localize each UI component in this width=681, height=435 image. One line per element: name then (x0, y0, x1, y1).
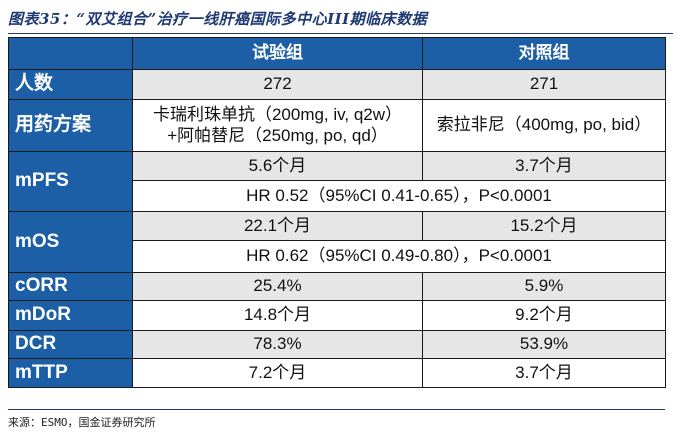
row-label-mpfs: mPFS (8, 151, 133, 212)
source-divider (8, 409, 665, 410)
cell-regimen-ctrl: 索拉非尼（400mg, po, bid） (422, 99, 666, 152)
row-label-mttp: mTTP (8, 358, 133, 388)
cell-mpfs-exp: 5.6个月 (132, 151, 423, 181)
header-corner (8, 37, 133, 70)
header-control: 对照组 (422, 37, 666, 70)
title-divider (8, 33, 673, 34)
regimen-exp-line1: 卡瑞利珠单抗（200mg, iv, q2w） (152, 105, 403, 125)
row-mos: mOS 22.1个月 15.2个月 (8, 211, 666, 273)
row-mpfs: mPFS 5.6个月 3.7个月 (8, 151, 666, 212)
row-mos-hr: HR 0.62（95%CI 0.49-0.80），P<0.0001 (9, 240, 666, 273)
cell-regimen-exp: 卡瑞利珠单抗（200mg, iv, q2w） +阿帕替尼（250mg, po, … (132, 99, 423, 152)
cell-corr-exp: 25.4% (132, 272, 423, 301)
row-label-dcr: DCR (8, 330, 133, 359)
cell-mdor-ctrl: 9.2个月 (422, 300, 666, 331)
row-regimen: 用药方案 卡瑞利珠单抗（200mg, iv, q2w） +阿帕替尼（250mg,… (8, 99, 666, 152)
figure-title: 图表35：“双艾组合”治疗一线肝癌国际多中心III期临床数据 (8, 10, 428, 28)
cell-mos-ctrl: 15.2个月 (422, 211, 666, 241)
row-label-mdor: mDoR (8, 300, 133, 331)
source-note: 来源：ESMO，国金证券研究所 (8, 416, 156, 429)
row-n: 人数 272 271 (8, 69, 666, 100)
cell-mos-exp: 22.1个月 (132, 211, 423, 241)
cell-dcr-exp: 78.3% (132, 330, 423, 359)
header-row: 试验组 对照组 (8, 37, 666, 70)
row-mpfs-hr: HR 0.52（95%CI 0.41-0.65），P<0.0001 (9, 180, 666, 212)
row-corr: cORR 25.4% 5.9% (8, 272, 666, 301)
row-mdor: mDoR 14.8个月 9.2个月 (8, 300, 666, 331)
header-experimental: 试验组 (132, 37, 423, 70)
cell-mttp-ctrl: 3.7个月 (422, 358, 666, 388)
cell-mos-hr: HR 0.62（95%CI 0.49-0.80），P<0.0001 (132, 240, 666, 273)
row-label-regimen: 用药方案 (8, 99, 133, 152)
row-label-corr: cORR (8, 272, 133, 301)
row-mttp: mTTP 7.2个月 3.7个月 (8, 358, 666, 388)
row-dcr: DCR 78.3% 53.9% (8, 330, 666, 359)
row-label-n: 人数 (8, 69, 133, 100)
row-label-mos: mOS (8, 211, 133, 273)
cell-n-ctrl: 271 (422, 69, 666, 100)
cell-mpfs-ctrl: 3.7个月 (422, 151, 666, 181)
clinical-data-table: 试验组 对照组 人数 272 271 用药方案 卡瑞利珠单抗（200mg, iv… (8, 37, 666, 388)
cell-mttp-exp: 7.2个月 (132, 358, 423, 388)
cell-mpfs-hr: HR 0.52（95%CI 0.41-0.65），P<0.0001 (132, 180, 666, 212)
cell-dcr-ctrl: 53.9% (422, 330, 666, 359)
cell-mdor-exp: 14.8个月 (132, 300, 423, 331)
cell-corr-ctrl: 5.9% (422, 272, 666, 301)
regimen-exp-line2: +阿帕替尼（250mg, po, qd） (167, 125, 388, 145)
cell-n-exp: 272 (132, 69, 423, 100)
